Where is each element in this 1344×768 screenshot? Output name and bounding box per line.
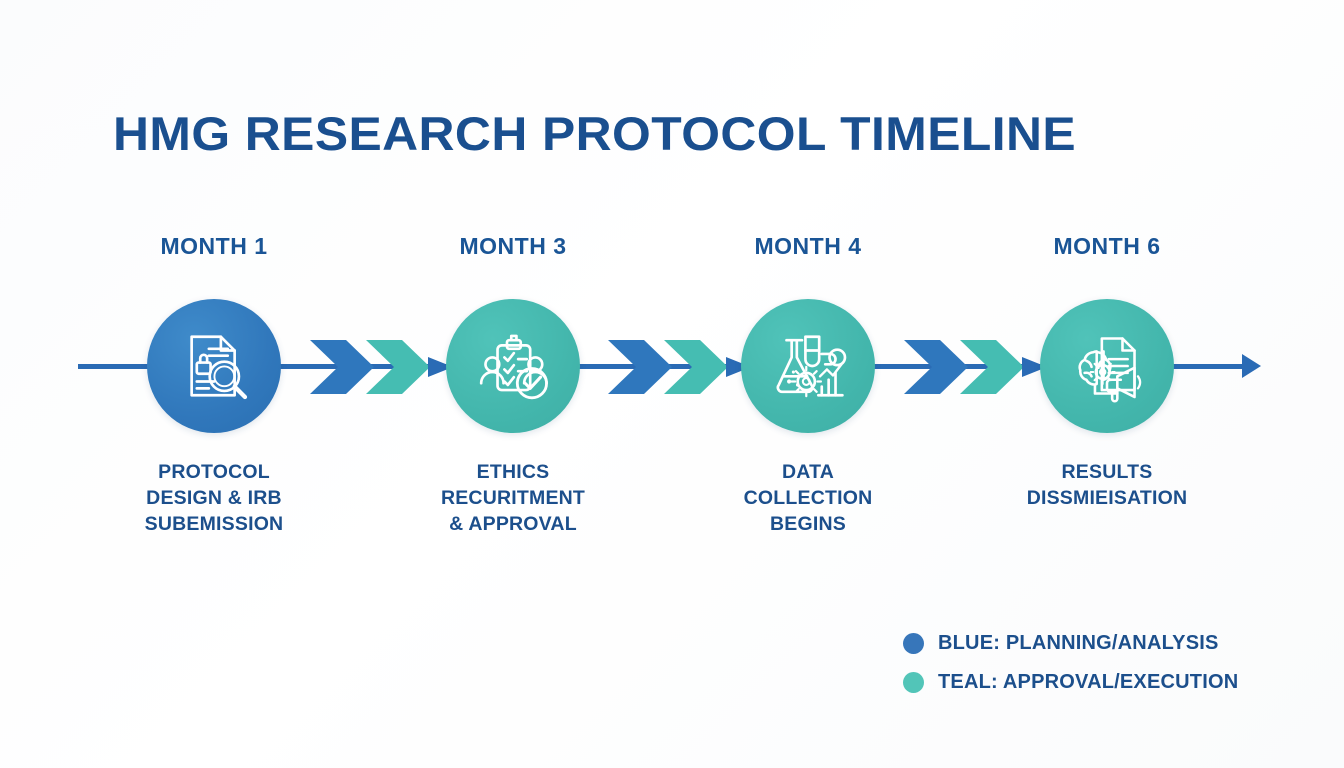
step-3-month-label: MONTH 4	[754, 233, 862, 259]
connector-arrow-1	[308, 336, 453, 398]
flask-gear-chart-icon	[765, 323, 851, 409]
legend-label-blue: BLUE: PLANNING/ANALYSIS	[938, 632, 1219, 654]
connector-arrow-2	[606, 336, 751, 398]
step-4-node-circle[interactable]	[1040, 299, 1174, 433]
timeline-step-2[interactable]: MONTH 3	[441, 233, 585, 535]
step-1-node-circle[interactable]	[147, 299, 281, 433]
legend-item-teal: TEAL: APPROVAL/EXECUTION	[903, 668, 1263, 697]
legend: BLUE: PLANNING/ANALYSIS TEAL: APPROVAL/E…	[903, 629, 1263, 707]
step-3-caption: DATA COLLECTION BEGINS	[743, 461, 873, 535]
step-1-caption: PROTOCOL DESIGN & IRB SUBEMISSION	[144, 461, 284, 535]
brain-document-megaphone-icon	[1064, 323, 1150, 409]
step-3-node-circle[interactable]	[741, 299, 875, 433]
timeline-axis-arrowhead-icon	[1242, 354, 1261, 378]
step-2-node-circle[interactable]	[446, 299, 580, 433]
legend-item-blue: BLUE: PLANNING/ANALYSIS	[903, 629, 1263, 658]
document-lock-magnifier-icon	[171, 323, 257, 409]
legend-swatch-blue-icon	[903, 633, 924, 654]
timeline-step-4[interactable]: MONTH 6	[1027, 233, 1187, 509]
page-title: HMG RESEARCH PROTOCOL TIMELINE	[113, 107, 1077, 160]
connector-arrow-3	[902, 336, 1047, 398]
step-1-month-label: MONTH 1	[160, 233, 268, 259]
step-4-month-label: MONTH 6	[1053, 233, 1161, 259]
legend-label-teal: TEAL: APPROVAL/EXECUTION	[938, 671, 1239, 693]
clipboard-people-check-icon	[470, 323, 556, 409]
step-2-month-label: MONTH 3	[459, 233, 567, 259]
legend-swatch-teal-icon	[903, 672, 924, 693]
step-4-caption: RESULTS DISSMIEISATION	[1026, 461, 1188, 509]
step-2-caption: ETHICS RECURITMENT & APPROVAL	[440, 461, 586, 535]
timeline-step-3[interactable]: MONTH 4	[741, 233, 875, 535]
timeline-step-1[interactable]: MONTH 1 PROTOCOL DESIGN & IRB SUBEMISSION	[145, 233, 284, 535]
